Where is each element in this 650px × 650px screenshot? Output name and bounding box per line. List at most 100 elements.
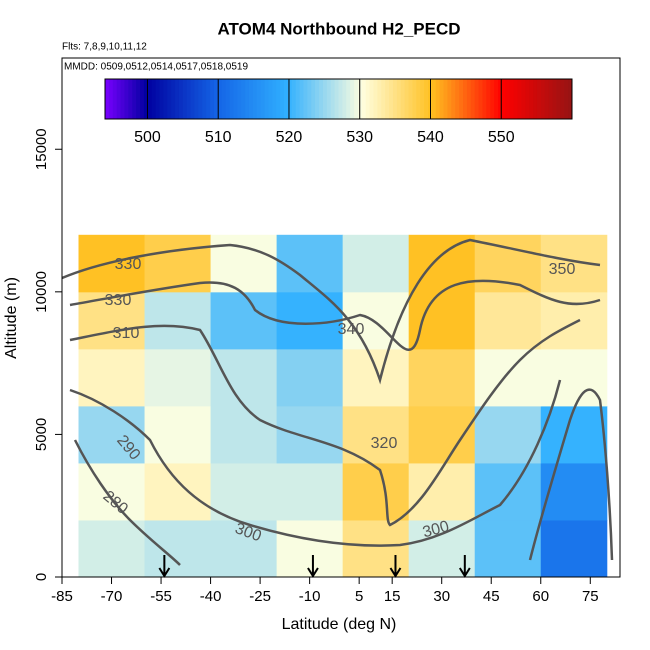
colorbar-step [354,79,359,119]
annotation: MMDD: 0509,0512,0514,0517,0518,0519 [64,62,248,73]
colorbar-tick-label: 550 [488,129,515,146]
contour-label: 330 [105,292,132,309]
heatmap-cell [540,462,608,521]
heatmap-cell [540,405,608,464]
contour-line [69,318,581,527]
colorbar-step [459,79,464,119]
colorbar-step [311,79,316,119]
colorbar-step [447,79,452,119]
colorbar-tick-label: 540 [417,129,444,146]
colorbar-step [505,79,511,119]
contour-line [528,388,614,561]
heatmap-cell [276,519,344,578]
colorbar-step [155,79,160,119]
colorbar-step [322,79,328,119]
contour-line [61,238,601,385]
colorbar-step [303,79,308,119]
heatmap-cell [78,234,146,293]
colorbar-step [536,79,542,119]
colorbar-step [260,79,266,119]
colorbar-step [190,79,196,119]
heatmap-cell [342,234,410,293]
flight-arrow [307,555,319,578]
colorbar-step [233,79,238,119]
heatmap-cell [408,291,476,350]
colorbar-step [470,79,476,119]
colorbar-step [552,79,557,119]
colorbar-step [420,79,425,119]
colorbar-step [544,79,550,119]
colorbar-step [245,79,250,119]
colorbar-step [112,79,118,119]
flight-arrow [158,555,171,578]
x-tick-label: -70 [101,588,123,605]
heatmap-cell [474,519,542,578]
colorbar-step [342,79,347,119]
x-tick-label: -25 [249,588,271,605]
heatmap-cell [408,348,476,407]
colorbar-step [280,79,285,119]
colorbar-step [377,79,382,119]
colorbar-step [412,79,417,119]
colorbar-step [237,79,242,119]
colorbar-step [556,79,561,119]
colorbar-step [225,79,231,119]
colorbar-step [490,79,495,119]
colorbar-step [171,79,176,119]
colorbar-step [198,79,203,119]
flight-arrow [389,555,402,578]
colorbar-step [373,79,378,119]
colorbar-tick-label: 510 [205,129,232,146]
colorbar-step [140,79,145,119]
colorbar: 500 510 520 530 540 550 [104,78,573,146]
colorbar-step [482,79,487,119]
colorbar-step [315,79,320,119]
colorbar-step [147,79,153,119]
colorbar-step [513,79,519,119]
colorbar-step [175,79,180,119]
colorbar-tick-label: 500 [134,129,161,146]
colorbar-step [287,79,293,119]
heatmap-cell [408,405,476,464]
colorbar-step [548,79,554,119]
heatmap-cell [342,462,410,521]
heatmap-cell [540,519,608,578]
colorbar-step [408,79,413,119]
y-axis-label: Altitude (m) [3,277,20,359]
heatmap-cell [144,405,212,464]
colorbar-step [486,79,491,119]
colorbar-step [213,79,219,119]
y-tick-label: 15000 [33,128,50,170]
heatmap-cell [474,462,542,521]
heatmap-cell [474,405,542,464]
heatmap-cell [210,462,278,521]
heatmap-cell [144,348,212,407]
colorbar-step [206,79,211,119]
heatmap-cell [540,348,608,407]
colorbar-step [326,79,332,119]
colorbar-step [132,79,137,119]
colorbar-step [108,79,114,119]
colorbar-step [400,79,406,119]
colorbar-tick-label: 520 [276,129,303,146]
y-tick-label: 10000 [33,271,50,313]
x-tick-label: -40 [200,588,222,605]
colorbar-step [455,79,460,119]
colorbar-step [396,79,402,119]
colorbar-step [564,79,569,119]
colorbar-step [369,79,375,119]
y-tick-label: 5000 [33,418,50,451]
x-tick-label: 45 [483,588,500,605]
colorbar-frame [104,78,573,120]
colorbar-step [295,79,301,119]
x-axis-label: Latitude (deg N) [282,616,397,633]
colorbar-tick-label: 530 [346,129,373,146]
contour-label: 320 [371,435,398,452]
x-tick-label: 75 [582,588,599,605]
x-tick-label: -85 [51,588,73,605]
x-tick-label: -55 [150,588,172,605]
heatmap-cell [144,291,212,350]
colorbar-step [568,79,573,119]
colorbar-step [182,79,188,119]
colorbar-step [385,79,390,119]
